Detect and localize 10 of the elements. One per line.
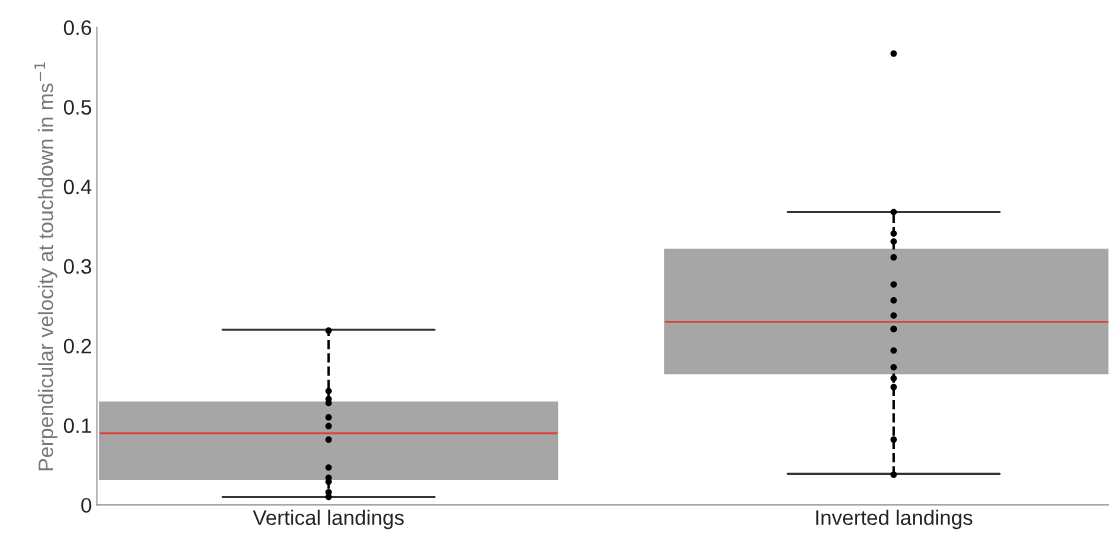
y-tick-label: 0 xyxy=(81,497,92,513)
y-tick-label: 0.5 xyxy=(63,99,92,115)
y-tick-label: 0.1 xyxy=(63,418,92,434)
x-tick-label: Inverted landings xyxy=(816,509,973,530)
y-tick-label: 0.6 xyxy=(63,20,92,36)
y-tick-label: 0.2 xyxy=(63,338,92,354)
y-tick-label: 0.3 xyxy=(63,259,92,274)
y-axis-title: Perpendicular velocity at touchdown in ms$^{−1}$ xyxy=(34,62,58,471)
x-tick-label: Vertical landings xyxy=(252,509,404,530)
y-tick-label: 0.4 xyxy=(63,179,92,195)
